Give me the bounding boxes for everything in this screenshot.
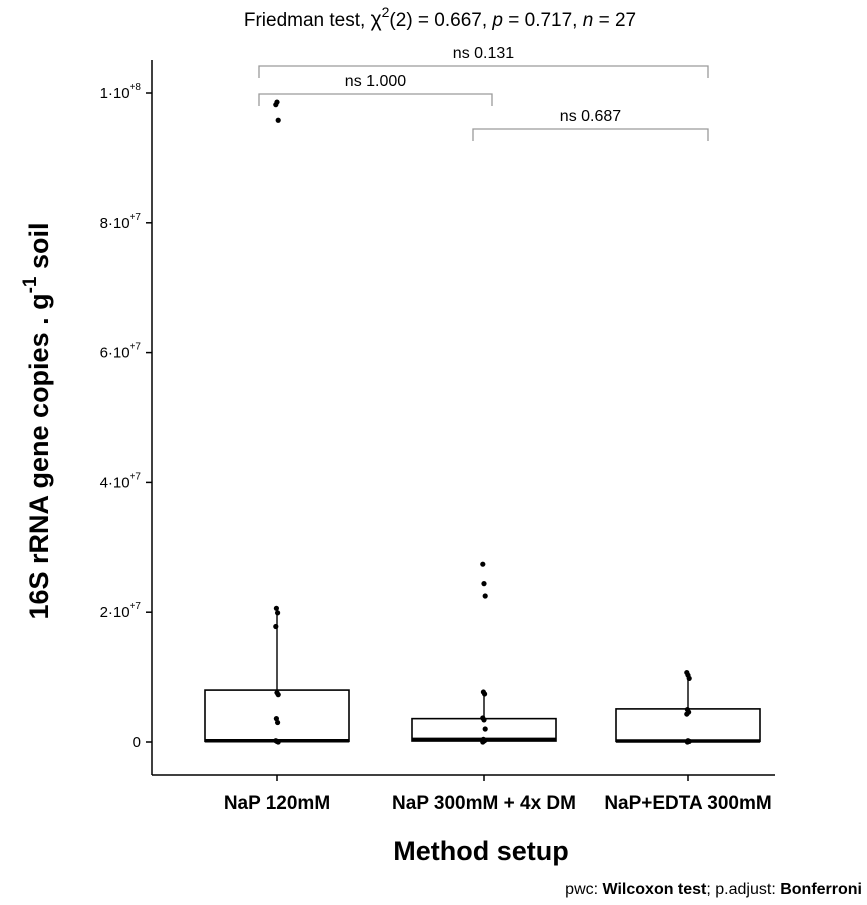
box	[204, 689, 350, 743]
x-tick-label: NaP 300mM + 4x DM	[392, 793, 576, 814]
chart-title: Friedman test, χ2(2) = 0.667, p = 0.717,…	[244, 4, 636, 31]
bracket-line	[258, 93, 493, 106]
x-tick-label: NaP 120mM	[224, 793, 330, 814]
bracket-line	[258, 65, 709, 78]
data-point	[273, 623, 279, 630]
data-point	[273, 605, 279, 611]
y-tick-label: 2·10+7	[100, 601, 142, 621]
data-point	[684, 739, 691, 745]
comparison-label: ns 1.000	[345, 73, 406, 90]
data-point	[275, 610, 281, 616]
comparison-bracket: ns 0.687	[472, 108, 709, 141]
data-point	[481, 717, 487, 723]
data-point	[480, 739, 486, 745]
comparison-bracket: ns 0.131	[258, 45, 709, 78]
bracket-line	[472, 128, 709, 141]
pairwise-comparisons: ns 1.000 ns 0.687 ns 0.131	[258, 45, 709, 141]
y-tick-label: 4·10+7	[100, 471, 142, 491]
data-point	[275, 719, 281, 726]
y-tick-label: 6·10+7	[100, 342, 142, 362]
data-point	[482, 726, 488, 732]
data-point	[686, 675, 692, 681]
data-point	[684, 711, 690, 717]
data-point	[275, 117, 281, 123]
chi-symbol: χ	[371, 8, 382, 31]
y-axis-ticks: 0 2·10+7 4·10+7 6·10+7 8·10+7 1·10+8	[100, 82, 152, 751]
p-label: p	[491, 10, 503, 31]
data-point	[275, 692, 281, 698]
y-tick-label: 8·10+7	[100, 212, 142, 232]
data-point	[481, 581, 487, 587]
adjust-method: Bonferroni	[780, 881, 862, 898]
data-point	[274, 99, 280, 105]
pwc-method: Wilcoxon test	[603, 881, 708, 898]
x-tick-label: NaP+EDTA 300mM	[604, 793, 771, 814]
data-point	[482, 691, 488, 697]
y-axis-title-superscript: -1	[20, 276, 41, 293]
caption: pwc: Wilcoxon test; p.adjust: Bonferroni	[565, 881, 862, 898]
data-point	[480, 561, 486, 567]
data-points	[273, 99, 692, 745]
y-tick-label: 1·10+8	[100, 82, 142, 102]
data-point	[482, 593, 488, 599]
comparison-label: ns 0.131	[453, 45, 514, 62]
comparison-label: ns 0.687	[560, 108, 621, 125]
box-series	[204, 613, 761, 743]
x-axis-ticks: NaP 120mM NaP 300mM + 4x DM NaP+EDTA 300mM	[224, 775, 772, 814]
x-axis-title: Method setup	[393, 836, 569, 866]
data-point	[275, 739, 281, 745]
chi-superscript: 2	[382, 4, 390, 20]
y-tick-label: 0	[133, 734, 141, 751]
n-label: n	[583, 10, 594, 31]
comparison-bracket: ns 1.000	[258, 73, 493, 106]
y-axis-title: 16S rRNA gene copies . g-1 soil	[20, 222, 54, 619]
